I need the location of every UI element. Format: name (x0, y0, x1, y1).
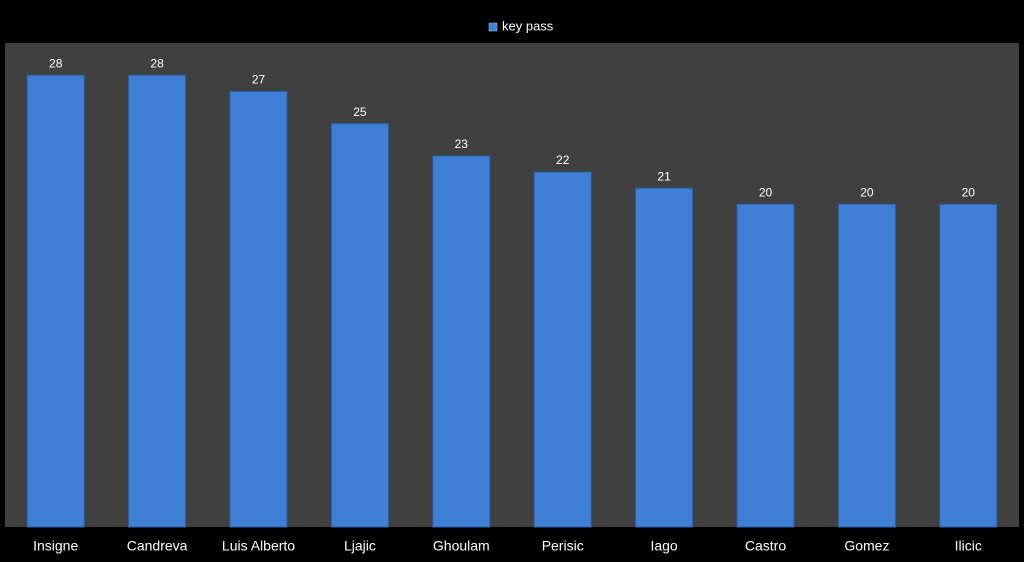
x-tick-label: Ljajic (344, 538, 376, 554)
bar (229, 90, 288, 528)
x-tick-label: Perisic (542, 538, 584, 554)
value-label: 21 (657, 169, 671, 183)
value-label: 27 (252, 73, 266, 87)
value-label: 20 (759, 186, 773, 200)
bar (837, 203, 896, 528)
legend-swatch (488, 22, 498, 32)
bar (330, 123, 389, 528)
value-label: 28 (49, 56, 63, 70)
bar (635, 187, 694, 528)
x-tick-label: Ilicic (955, 538, 982, 554)
bar (432, 155, 491, 528)
bar (26, 74, 85, 528)
x-tick-label: Insigne (33, 538, 78, 554)
bar (736, 203, 795, 528)
x-tick-label: Candreva (127, 538, 188, 554)
bar (533, 171, 592, 528)
x-tick-label: Luis Alberto (222, 538, 295, 554)
legend-label: key pass (502, 18, 554, 33)
value-label: 22 (556, 153, 570, 167)
x-tick-label: Castro (745, 538, 786, 554)
x-tick-label: Ghoulam (433, 538, 490, 554)
value-label: 28 (150, 56, 164, 70)
value-label: 23 (455, 137, 469, 151)
bar (128, 74, 187, 528)
x-tick-label: Iago (650, 538, 677, 554)
x-tick-label: Gomez (844, 538, 889, 554)
value-label: 20 (962, 186, 976, 200)
value-label: 20 (860, 186, 874, 200)
bar (939, 203, 998, 528)
value-label: 25 (353, 105, 367, 119)
